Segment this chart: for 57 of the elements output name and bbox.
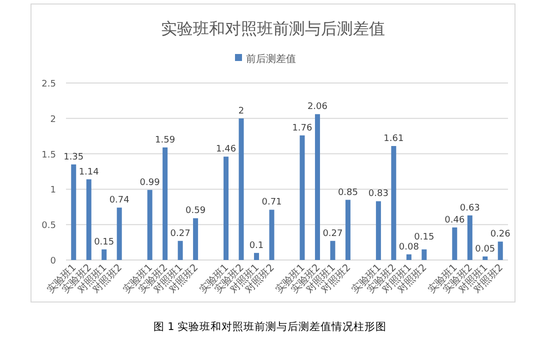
data-label: 0.71 — [262, 198, 282, 208]
data-label: 0.63 — [460, 203, 480, 214]
data-label: 0.27 — [322, 228, 343, 239]
data-label: 2.06 — [307, 102, 328, 112]
bar — [330, 240, 336, 260]
y-tick-label: 1.5 — [42, 150, 56, 160]
y-tick-label: 0.5 — [42, 221, 56, 232]
bar — [269, 210, 274, 260]
bar — [116, 208, 122, 260]
y-tick-label: 1 — [50, 186, 56, 196]
bar — [178, 240, 183, 260]
data-label: 0.27 — [170, 228, 190, 239]
data-label: 0.15 — [94, 237, 114, 248]
data-label: 1.61 — [384, 134, 404, 144]
data-label: 0.05 — [475, 244, 496, 254]
bar — [238, 118, 244, 260]
bar — [71, 164, 76, 260]
data-label: 2 — [238, 106, 244, 116]
bar — [391, 146, 396, 260]
y-tick-label: 0 — [50, 256, 56, 266]
data-label: 0.83 — [368, 189, 388, 200]
caption: 图 1 实验班和对照班前测与后测差值情况柱形图 — [153, 320, 387, 333]
bar — [162, 147, 168, 260]
data-label: 1.14 — [78, 167, 100, 178]
y-tick-label: 2 — [50, 114, 56, 125]
bar — [422, 249, 427, 260]
bar — [406, 254, 412, 260]
bar — [452, 227, 458, 260]
bar — [254, 252, 260, 260]
bar — [224, 156, 229, 260]
y-tick-label: 2.5 — [42, 80, 56, 90]
bar — [376, 201, 381, 260]
data-label: 0.46 — [444, 215, 465, 226]
data-label: 0.15 — [414, 232, 434, 242]
data-label: 0.85 — [338, 188, 358, 198]
legend-label: 前后测差值 — [246, 53, 296, 65]
data-label: 0.08 — [398, 242, 420, 252]
bar — [467, 215, 472, 260]
bar — [147, 190, 152, 260]
data-label: 0.74 — [109, 196, 130, 206]
bar — [86, 179, 92, 260]
chart-title: 实验班和对照班前测与后测差值 — [161, 19, 385, 38]
bar — [193, 218, 198, 260]
data-label: 0.26 — [490, 230, 511, 240]
data-label: 0.99 — [140, 178, 160, 188]
data-label: 1.46 — [216, 144, 236, 155]
bar — [102, 249, 107, 260]
bar — [482, 256, 488, 260]
data-label: 1.59 — [155, 135, 176, 146]
data-label: 1.76 — [292, 123, 313, 134]
bar — [345, 200, 350, 260]
bar — [314, 114, 320, 260]
data-label: 0.59 — [186, 206, 206, 216]
data-label: 1.35 — [64, 152, 84, 162]
bar — [300, 135, 305, 260]
data-label: 0.1 — [249, 240, 264, 251]
bar — [498, 242, 503, 260]
